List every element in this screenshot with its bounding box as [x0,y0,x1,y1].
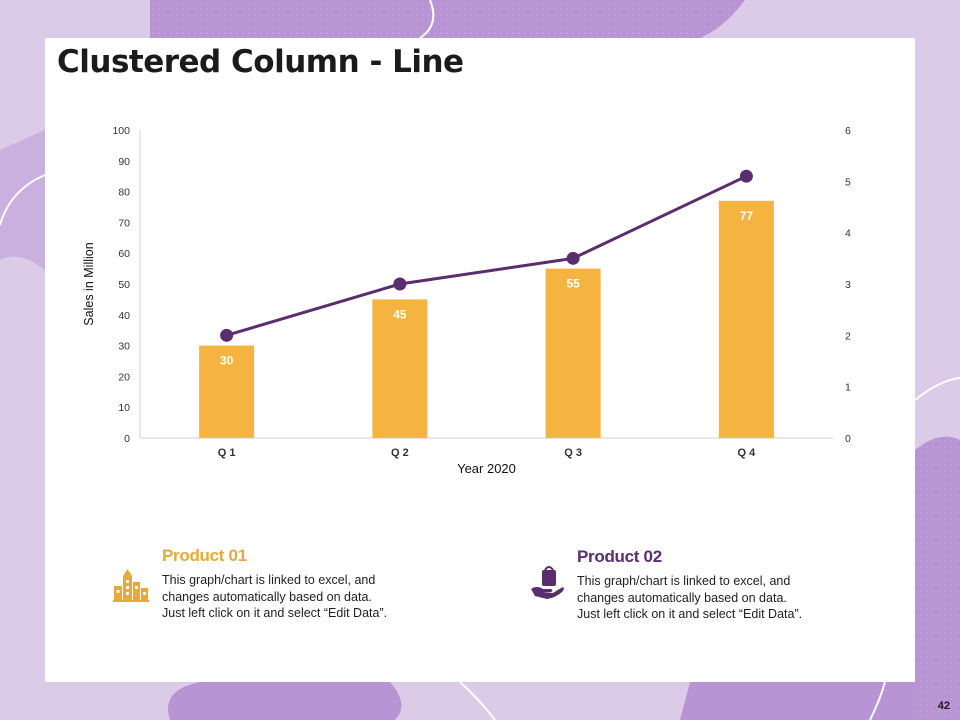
y-tick-label: 90 [118,156,130,168]
y2-tick-label: 4 [845,228,851,240]
bar-1 [199,345,255,438]
slide-number: 42 [937,700,950,712]
hand-holding-bag-icon [529,565,565,606]
y-tick-label: 80 [118,187,130,199]
x-tick-label: Q 2 [391,447,409,459]
y-tick-label: 50 [118,279,130,291]
y2-tick-label: 6 [845,125,851,137]
trend-point-3 [566,251,580,265]
y-tick-label: 100 [112,125,130,137]
bar-4 [718,200,774,438]
slide-card: Clustered Column - Line 0 10 20 30 40 50 60 70 8… [45,38,915,682]
product-02-description: This graph/chart is linked to excel, and… [577,574,803,621]
product-02-title: Product 02 [577,547,662,566]
trend-line [226,174,748,337]
bar-3 [545,268,601,438]
bar-2 [372,299,428,438]
trend-point-2 [393,277,407,291]
bar-data-label: 30 [220,354,234,368]
y2-tick-label: 2 [845,330,851,342]
product-01: Product 01 This graph/chart is linked to… [162,546,432,622]
x-tick-label: Q 3 [564,447,582,459]
page-title: Clustered Column - Line [57,44,464,80]
city-buildings-icon [113,566,149,607]
bar-data-label: 55 [566,277,580,291]
y-tick-label: 40 [118,310,130,322]
y-tick-label: 60 [118,248,130,260]
bar-data-label: 77 [740,209,754,223]
product-02: Product 02 This graph/chart is linked to… [577,547,847,623]
product-01-description: This graph/chart is linked to excel, and… [162,573,388,620]
x-axis-title: Year 2020 [457,461,516,476]
y-axis-title: Sales in Million [82,242,96,325]
y2-tick-label: 0 [845,433,851,445]
y-tick-label: 30 [118,341,130,353]
y-tick-label: 70 [118,217,130,229]
y2-tick-label: 1 [845,382,851,394]
y2-tick-label: 3 [845,279,851,291]
y-tick-label: 20 [118,371,130,383]
x-tick-label: Q 1 [218,447,236,459]
x-tick-label: Q 4 [738,447,757,459]
trend-point-4 [739,169,753,183]
product-01-title: Product 01 [162,546,247,565]
y-tick-label: 0 [124,433,130,445]
trend-point-1 [220,328,234,342]
y-tick-label: 10 [118,402,130,414]
bar-data-label: 45 [393,307,407,321]
y2-tick-label: 5 [845,176,851,188]
